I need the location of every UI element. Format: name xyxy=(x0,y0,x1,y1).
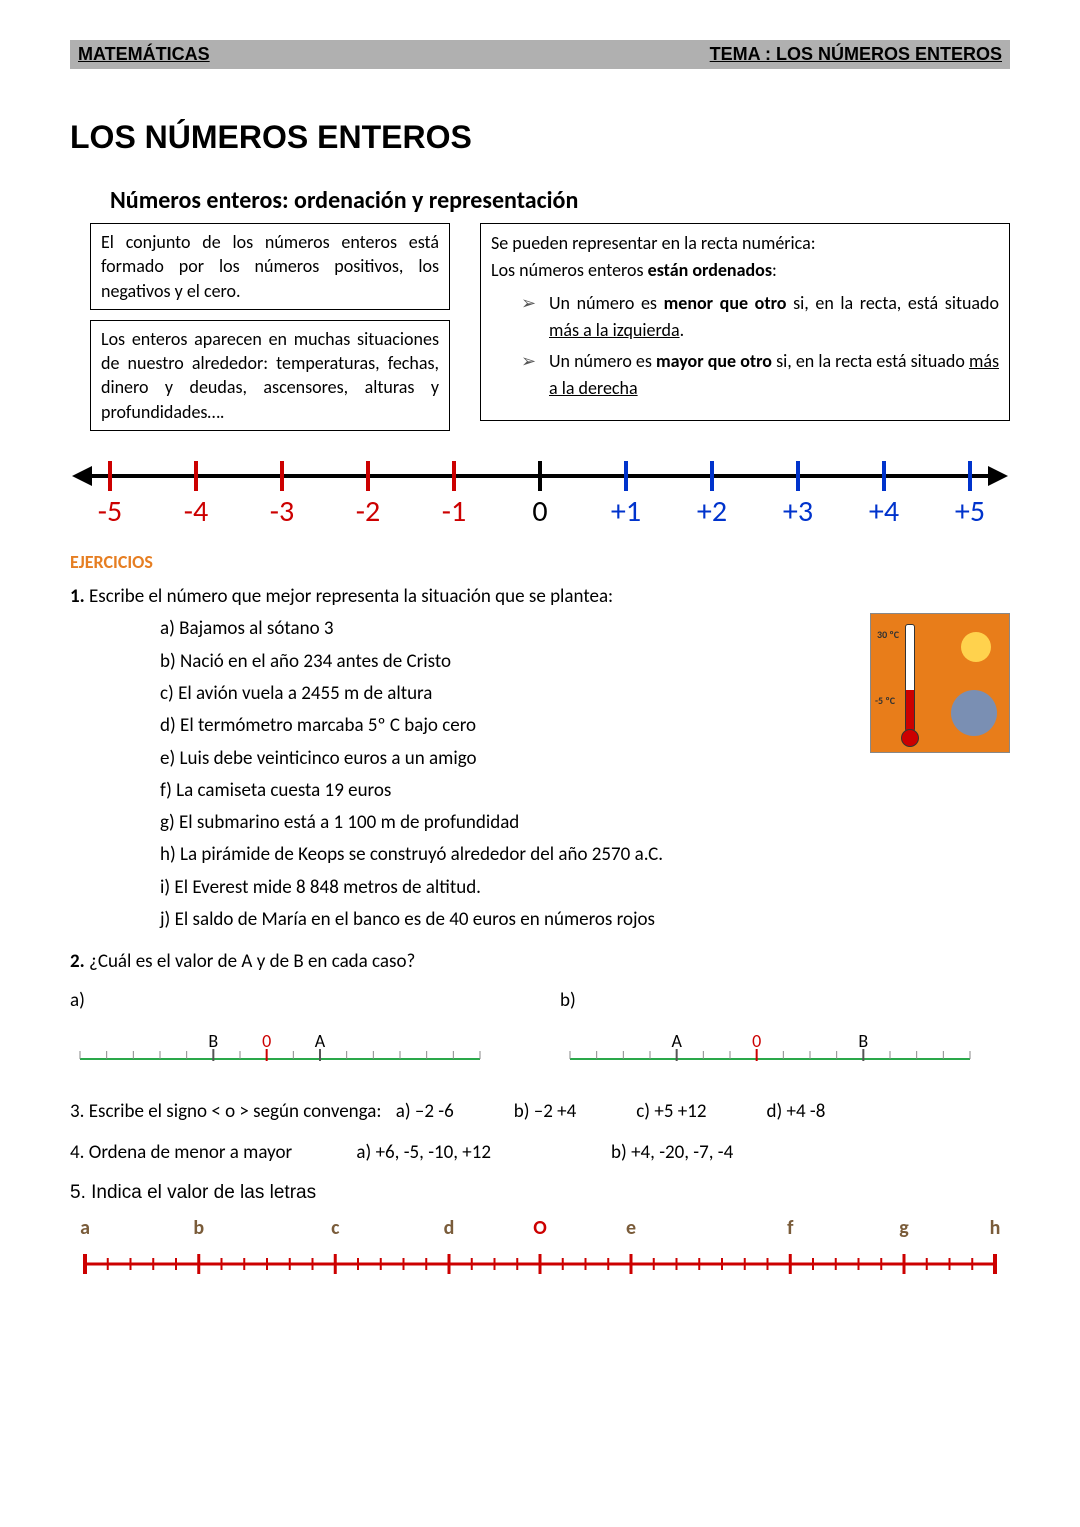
bullet-mayor: Un número es mayor que otro si, en la re… xyxy=(521,348,999,402)
svg-text:O: O xyxy=(533,1216,547,1240)
ex2-num: 2. xyxy=(70,950,85,973)
svg-text:e: e xyxy=(626,1216,636,1240)
page-title: LOS NÚMEROS ENTEROS xyxy=(70,119,1010,156)
ex1-num: 1. xyxy=(70,585,85,608)
ex1-item: a) Bajamos al sótano 3 xyxy=(160,613,850,645)
box-line2: Los números enteros están ordenados: xyxy=(491,257,999,284)
svg-text:+4: +4 xyxy=(869,493,899,530)
ex5-num: 5 xyxy=(70,1182,81,1203)
ejercicios-heading: EJERCICIOS xyxy=(70,551,1010,573)
ex1-item: f) La camiseta cuesta 19 euros xyxy=(160,775,850,807)
thermometer-illustration: 30 ºC -5 ºC xyxy=(870,613,1010,753)
ex4-num: 4. xyxy=(70,1141,84,1164)
svg-text:-5: -5 xyxy=(98,493,122,530)
sun-icon xyxy=(961,632,991,662)
ex1-item: d) El termómetro marcaba 5º C bajo cero xyxy=(160,710,850,742)
exercise-4: 4. Ordena de menor a mayor a) +6, -5, -1… xyxy=(70,1141,1010,1164)
svg-text:-2: -2 xyxy=(356,493,380,530)
svg-text:0: 0 xyxy=(262,1030,271,1052)
svg-text:-3: -3 xyxy=(270,493,294,530)
svg-text:g: g xyxy=(899,1216,909,1240)
svg-text:A: A xyxy=(315,1030,326,1052)
header-bar: MATEMÁTICAS TEMA : LOS NÚMEROS ENTEROS xyxy=(70,40,1010,69)
ex2-a-label: a) xyxy=(70,985,520,1017)
exercise-1: 1. Escribe el número que mejor represent… xyxy=(70,581,1010,936)
ex1-item: h) La pirámide de Keops se construyó alr… xyxy=(160,839,850,871)
ex3-part: a) –2 -6 xyxy=(396,1100,454,1123)
svg-text:B: B xyxy=(858,1030,868,1052)
ex2-prompt: ¿Cuál es el valor de A y de B en cada ca… xyxy=(85,950,416,973)
page-subtitle: Números enteros: ordenación y representa… xyxy=(110,186,1010,215)
ex5-number-line: a b c d Oe f g h xyxy=(70,1214,1010,1290)
box-examples: Los enteros aparecen en muchas situacion… xyxy=(90,320,450,431)
ex4-prompt: Ordena de menor a mayor xyxy=(84,1141,292,1164)
svg-text:+3: +3 xyxy=(783,493,813,530)
cold-icon xyxy=(951,690,997,736)
ex2-line-a: B 0 A xyxy=(70,1021,520,1082)
ex3-part: b) –2 +4 xyxy=(514,1100,577,1123)
box-line1: Se pueden representar en la recta numéri… xyxy=(491,230,999,257)
svg-text:h: h xyxy=(990,1216,1001,1240)
ex4-part: a) +6, -5, -10, +12 xyxy=(356,1141,491,1164)
ex1-prompt: Escribe el número que mejor representa l… xyxy=(85,585,613,608)
svg-text:B: B xyxy=(208,1030,218,1052)
svg-text:0: 0 xyxy=(752,1030,761,1052)
ex3-part: d) +4 -8 xyxy=(766,1100,825,1123)
svg-text:d: d xyxy=(444,1216,455,1240)
svg-text:+5: +5 xyxy=(955,493,985,530)
exercise-5: 5. Indica el valor de las letras a b c d Oe f… xyxy=(70,1182,1010,1290)
ex3-num: 3. xyxy=(70,1100,84,1123)
header-right: TEMA : LOS NÚMEROS ENTEROS xyxy=(710,44,1002,65)
bullet-menor: Un número es menor que otro si, en la re… xyxy=(521,290,999,344)
svg-text:+2: +2 xyxy=(697,493,727,530)
ex1-item: c) El avión vuela a 2455 m de altura xyxy=(160,678,850,710)
ex3-prompt: Escribe el signo < o > según convenga: xyxy=(84,1100,381,1123)
ex5-prompt: . Indica el valor de las letras xyxy=(81,1182,317,1203)
svg-text:A: A xyxy=(671,1030,682,1052)
box-definition: El conjunto de los números enteros está … xyxy=(90,223,450,310)
ex1-item: b) Nació en el año 234 antes de Cristo xyxy=(160,646,850,678)
svg-text:b: b xyxy=(193,1216,204,1240)
ex2-line-b: A 0 B xyxy=(560,1021,1010,1082)
ex1-item: e) Luis debe veinticinco euros a un amig… xyxy=(160,743,850,775)
ex2-b-label: b) xyxy=(560,985,1010,1017)
svg-text:-4: -4 xyxy=(184,493,208,530)
exercise-3: 3. Escribe el signo < o > según convenga… xyxy=(70,1100,1010,1123)
ex1-item: g) El submarino está a 1 100 m de profun… xyxy=(160,807,850,839)
svg-text:f: f xyxy=(787,1216,794,1240)
svg-text:-1: -1 xyxy=(442,493,466,530)
header-left: MATEMÁTICAS xyxy=(78,44,210,65)
svg-text:a: a xyxy=(80,1216,90,1240)
ex1-item: i) El Everest mide 8 848 metros de altit… xyxy=(160,872,850,904)
ex3-part: c) +5 +12 xyxy=(636,1100,706,1123)
thermo-label-hot: 30 ºC xyxy=(877,626,899,643)
thermo-label-cold: -5 ºC xyxy=(875,692,895,709)
ex4-part: b) +4, -20, -7, -4 xyxy=(611,1141,733,1164)
main-number-line: -5 -4 -3 -2 -1 0 +1 +2 +3 +4 +5 xyxy=(70,446,1010,541)
svg-text:+1: +1 xyxy=(611,493,641,530)
svg-text:c: c xyxy=(331,1216,340,1240)
box-ordering: Se pueden representar en la recta numéri… xyxy=(480,223,1010,421)
svg-text:0: 0 xyxy=(532,493,547,530)
info-boxes-row: El conjunto de los números enteros está … xyxy=(90,223,1010,431)
ex1-item: j) El saldo de María en el banco es de 4… xyxy=(160,904,850,936)
exercise-2: 2. ¿Cuál es el valor de A y de B en cada… xyxy=(70,946,1010,1082)
